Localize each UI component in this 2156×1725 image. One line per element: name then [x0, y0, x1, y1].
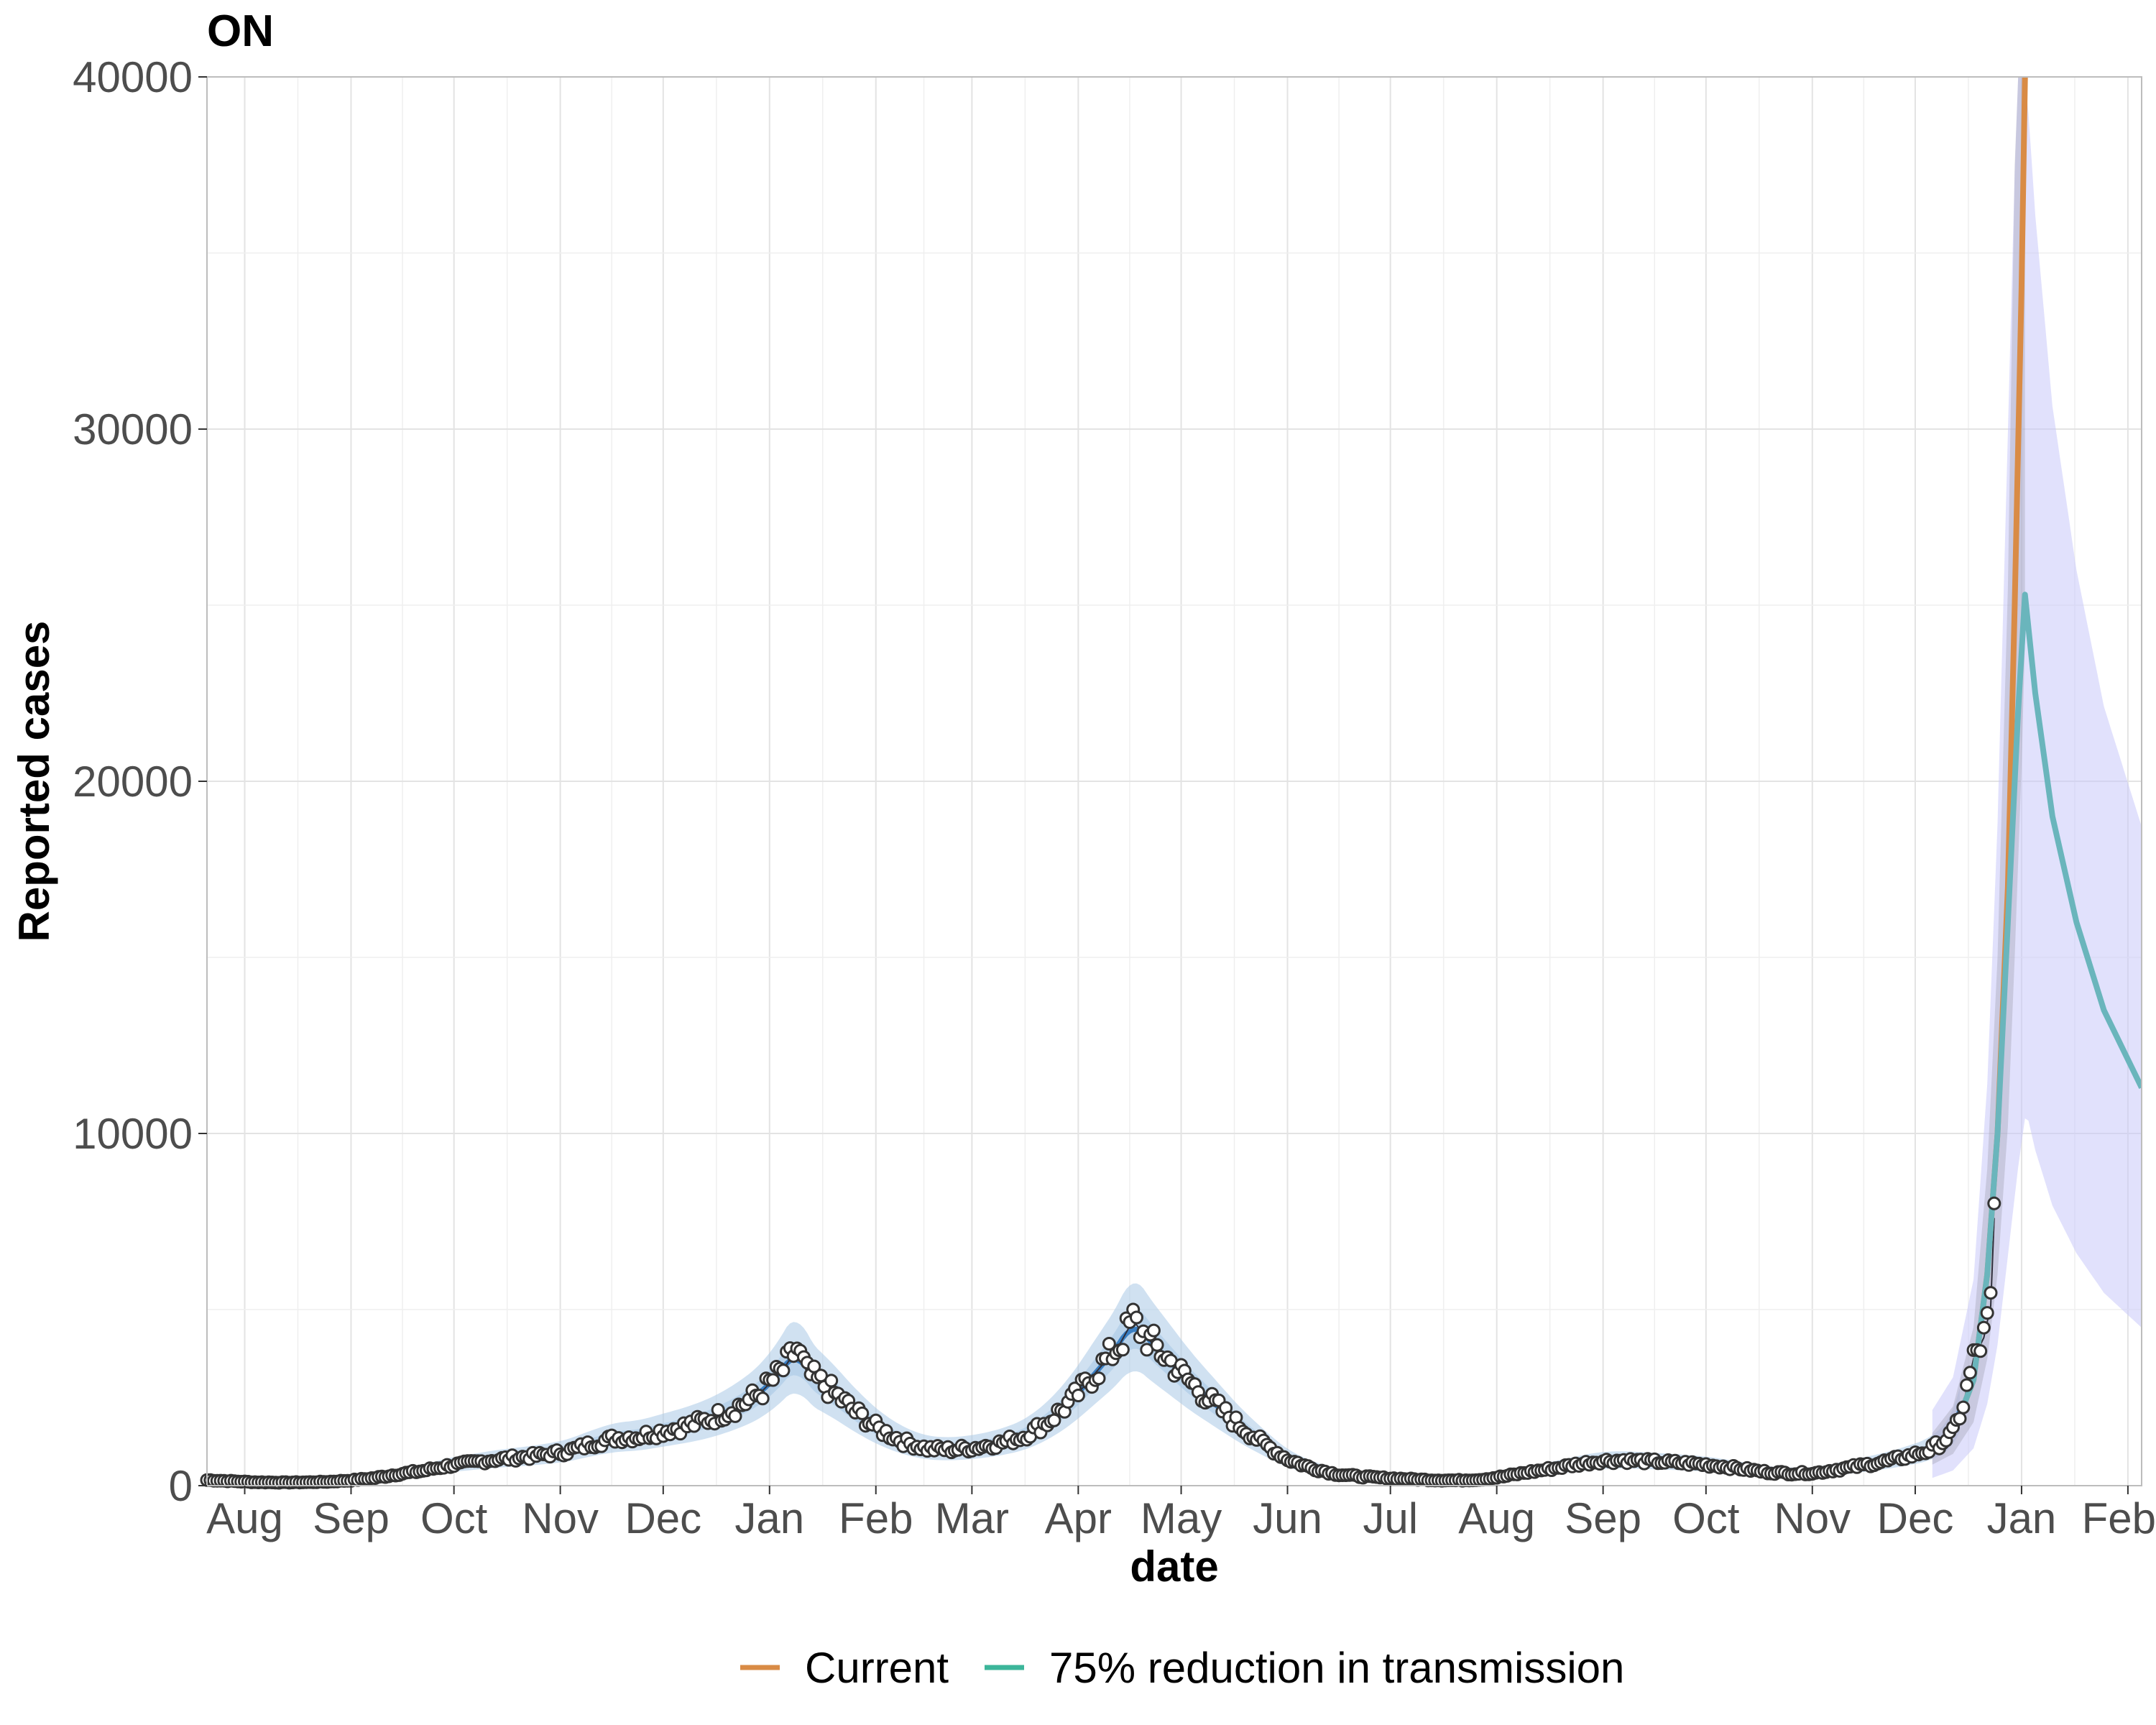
y-tick-label: 30000 — [73, 405, 193, 454]
observed-point — [1956, 1400, 1971, 1414]
observed-point — [1980, 1306, 1994, 1320]
observed-point — [1984, 1286, 1998, 1300]
observed-point — [776, 1363, 791, 1378]
x-tick-label: May — [1141, 1494, 1222, 1542]
x-axis-ticks: Aug Sep Oct Nov Dec Jan Feb Mar Apr May Jun Jul Aug S… — [206, 1486, 2156, 1542]
observed-point — [1092, 1371, 1106, 1386]
legend-label-current: Current — [805, 1644, 949, 1692]
x-axis-title: date — [1130, 1542, 1218, 1591]
legend: Current 75% reduction in transmission — [740, 1644, 1624, 1692]
x-tick-label: Sep — [1565, 1494, 1641, 1542]
y-tick-label: 40000 — [73, 53, 193, 101]
grid — [207, 76, 2142, 1486]
observed-point — [1953, 1412, 1967, 1426]
y-axis-title: Reported cases — [10, 621, 58, 942]
x-tick-label: Dec — [1877, 1494, 1954, 1542]
y-tick-label: 20000 — [73, 758, 193, 806]
y-tick-label: 10000 — [73, 1110, 193, 1158]
x-tick-label: Jan — [1987, 1494, 2057, 1542]
observed-point — [755, 1392, 770, 1406]
observed-point — [1973, 1344, 1988, 1358]
x-tick-label: Aug — [1458, 1494, 1535, 1542]
observed-point — [1115, 1343, 1130, 1357]
x-tick-label: Apr — [1045, 1494, 1112, 1542]
observed-point — [1102, 1337, 1116, 1351]
observed-point — [1976, 1320, 1991, 1335]
reduction-band — [1932, 77, 2142, 1478]
x-tick-label: Feb — [2082, 1494, 2156, 1542]
observed-point — [824, 1374, 839, 1388]
x-tick-label: Jul — [1363, 1494, 1418, 1542]
observed-point — [1987, 1196, 2001, 1210]
x-tick-label: Oct — [420, 1494, 488, 1542]
observed-point — [766, 1373, 780, 1387]
observed-point — [855, 1406, 870, 1420]
observed-point — [1071, 1389, 1085, 1402]
x-tick-label: Jun — [1253, 1494, 1322, 1542]
x-tick-label: Jan — [734, 1494, 804, 1542]
series-line-75pct-reduction — [1930, 592, 2142, 1453]
legend-label-75pct-reduction: 75% reduction in transmission — [1049, 1644, 1624, 1692]
x-tick-label: Mar — [935, 1494, 1009, 1542]
y-tick-label: 0 — [169, 1462, 193, 1510]
observed-point — [1150, 1338, 1164, 1352]
observed-point — [1130, 1310, 1143, 1325]
x-tick-label: Aug — [206, 1494, 283, 1542]
x-tick-label: Dec — [625, 1494, 701, 1542]
observed-point — [1960, 1378, 1974, 1392]
observed-point — [1963, 1366, 1977, 1380]
y-axis-ticks: 0 10000 20000 30000 40000 — [73, 53, 207, 1510]
x-tick-label: Nov — [522, 1494, 599, 1542]
x-tick-label: Nov — [1774, 1494, 1851, 1542]
x-tick-label: Oct — [1672, 1494, 1740, 1542]
x-tick-label: Feb — [839, 1494, 913, 1542]
x-tick-label: Sep — [313, 1494, 390, 1542]
chart-title: ON — [207, 6, 274, 56]
observed-point — [728, 1409, 742, 1423]
observed-point — [1146, 1323, 1161, 1338]
current-band — [1932, 77, 2025, 1465]
